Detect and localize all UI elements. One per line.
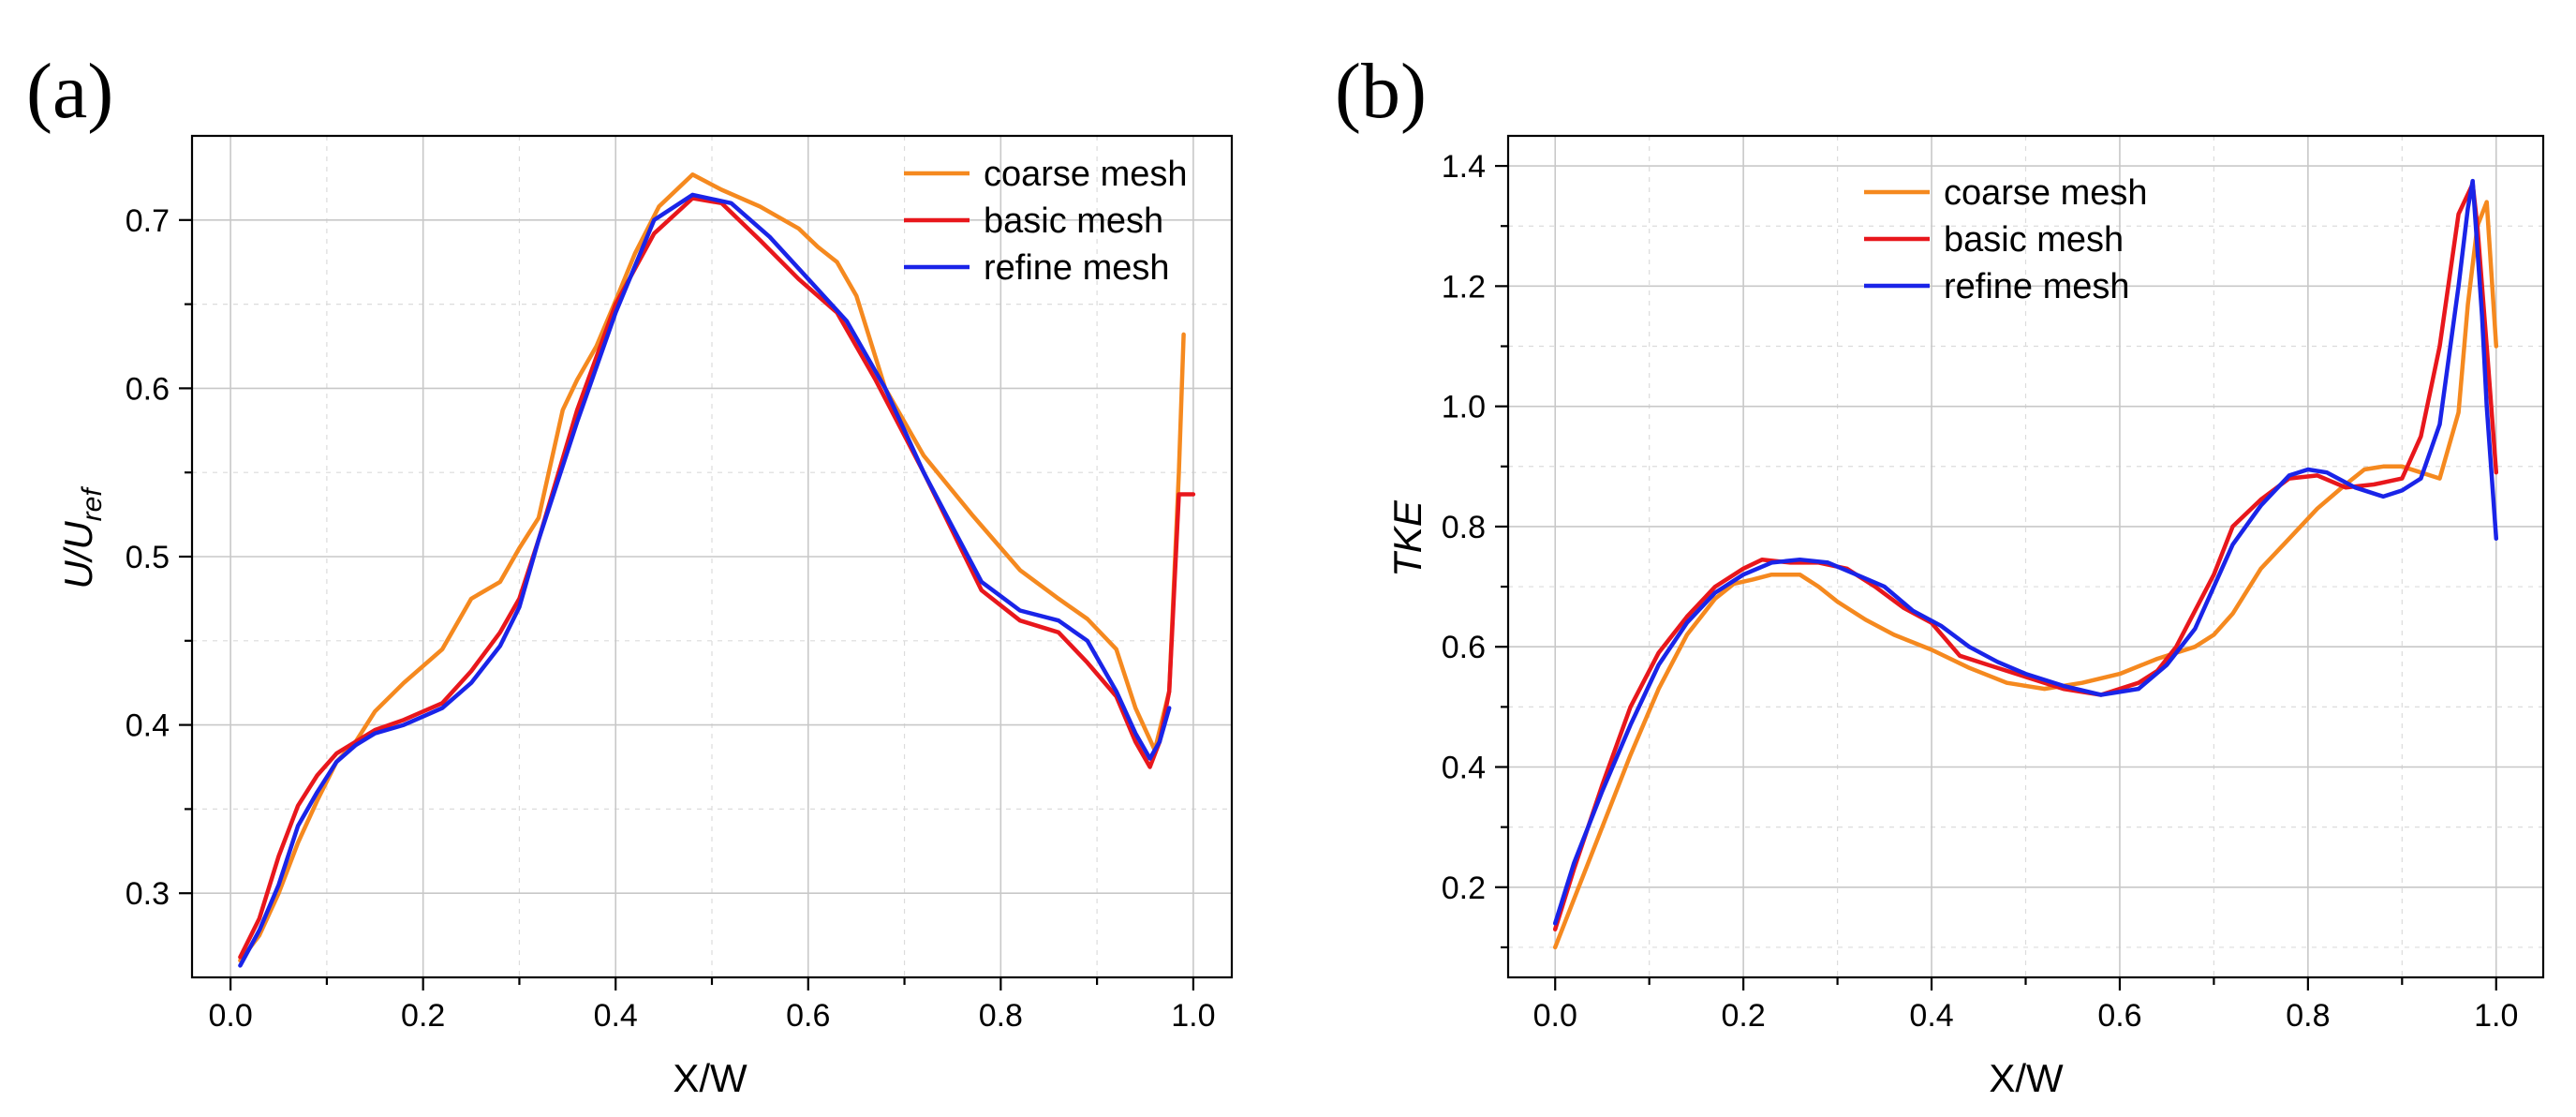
x-tick-label: 0.8 xyxy=(2286,998,2330,1034)
panel-a-y-axis-title-base: U/U xyxy=(56,521,100,589)
panel-a-grid xyxy=(192,136,1232,977)
legend-label-basic-mesh: basic mesh xyxy=(1944,220,2124,260)
x-tick-label: 0.2 xyxy=(401,998,445,1034)
y-tick-label: 0.4 xyxy=(126,708,170,744)
panel-b-ticks: 0.0 0.2 0.4 0.6 0.8 1.0 0.2 0.4 0.6 0.8 1.0 1.2 1.4 xyxy=(1442,149,2519,1034)
y-tick-label: 1.0 xyxy=(1442,390,1486,425)
x-tick-label: 0.4 xyxy=(1909,998,1953,1034)
legend-label-refine-mesh: refine mesh xyxy=(1944,267,2130,306)
x-tick-label: 0.6 xyxy=(2097,998,2141,1034)
panel-a-velocity-chart: (a) 0.0 0.2 0.4 0.6 0.8 1.0 0.3 0.4 0.5 0.6 0.7 co… xyxy=(26,48,1234,1100)
legend-label-coarse-mesh: coarse mesh xyxy=(1944,173,2148,213)
y-tick-label: 1.4 xyxy=(1442,149,1486,185)
panel-a-label: (a) xyxy=(26,48,113,135)
panel-a-frame xyxy=(190,134,1234,979)
panel-b-x-axis-title: X/W xyxy=(1989,1056,2064,1100)
y-tick-label: 0.6 xyxy=(126,371,170,407)
x-tick-label: 0.6 xyxy=(786,998,830,1034)
legend-label-coarse-mesh: coarse mesh xyxy=(984,155,1188,194)
y-tick-label: 0.2 xyxy=(1442,871,1486,906)
x-tick-label: 0.4 xyxy=(594,998,638,1034)
panel-b-legend: coarse mesh basic mesh refine mesh xyxy=(1864,173,2148,306)
panel-a-series xyxy=(238,172,1196,968)
panel-b-label: (b) xyxy=(1335,48,1427,135)
panel-a-y-axis-title: U/Uref xyxy=(56,486,108,589)
y-tick-label: 0.5 xyxy=(126,540,170,575)
series-line-basic-mesh xyxy=(238,196,1196,960)
x-tick-label: 1.0 xyxy=(2474,998,2518,1034)
series-line-refine-mesh xyxy=(1552,178,2499,926)
y-tick-label: 0.7 xyxy=(126,203,170,239)
y-tick-label: 0.8 xyxy=(1442,510,1486,545)
y-tick-label: 1.2 xyxy=(1442,269,1486,305)
panel-b-grid xyxy=(1508,136,2543,977)
panel-b-series xyxy=(1552,178,2499,950)
x-tick-label: 0.0 xyxy=(1533,998,1577,1034)
panel-b-frame xyxy=(1506,134,2545,979)
panel-a-y-axis-title-sub: ref xyxy=(77,486,108,522)
legend-label-refine-mesh: refine mesh xyxy=(984,248,1170,288)
panel-b-tke-chart: (b) 0.0 0.2 0.4 0.6 0.8 1.0 0.2 0.4 0.6 0.8 1.0 1.2… xyxy=(1335,48,2545,1100)
x-tick-label: 0.0 xyxy=(208,998,252,1034)
panel-a-x-axis-title: X/W xyxy=(673,1056,748,1100)
y-tick-label: 0.4 xyxy=(1442,751,1486,786)
legend-label-basic-mesh: basic mesh xyxy=(984,201,1163,241)
panel-a-legend: coarse mesh basic mesh refine mesh xyxy=(904,155,1188,288)
x-tick-label: 1.0 xyxy=(1171,998,1215,1034)
y-tick-label: 0.6 xyxy=(1442,630,1486,665)
y-tick-label: 0.3 xyxy=(126,876,170,912)
x-tick-label: 0.2 xyxy=(1722,998,1766,1034)
series-line-coarse-mesh xyxy=(238,172,1186,963)
series-line-refine-mesh xyxy=(238,192,1172,968)
x-tick-label: 0.8 xyxy=(979,998,1023,1034)
panel-a-ticks: 0.0 0.2 0.4 0.6 0.8 1.0 0.3 0.4 0.5 0.6 0.7 xyxy=(126,203,1216,1034)
series-line-coarse-mesh xyxy=(1552,200,2499,950)
panel-b-y-axis-title: TKE xyxy=(1385,499,1429,577)
